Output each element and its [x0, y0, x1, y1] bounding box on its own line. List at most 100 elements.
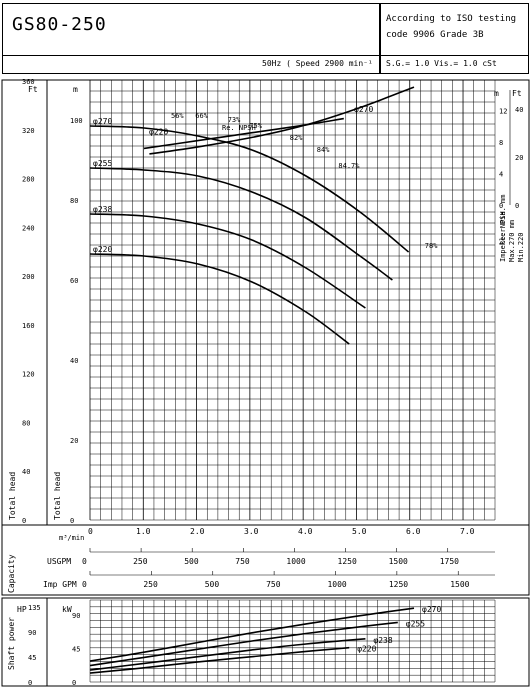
m3-min-label: m³/min [59, 534, 84, 542]
efficiency-label: 78% [425, 242, 438, 250]
efficiency-label: 84.7% [338, 162, 360, 170]
m-tick-label: 40 [70, 357, 78, 365]
hp-tick-label: 0 [28, 679, 32, 687]
power-curve-φ270 [89, 607, 415, 662]
power-curve-φ255 [89, 621, 398, 667]
speed-line: 50Hz ( Speed 2900 min⁻¹ ) [262, 59, 383, 68]
usgpm-tick-label: 500 [184, 557, 199, 566]
efficiency-label: 66% [195, 112, 208, 120]
capacity-label: Capacity [7, 554, 16, 593]
head-curve-φ220 [89, 253, 350, 345]
ft-tick-label: 280 [22, 176, 35, 184]
conditions-box [2, 55, 380, 74]
npsh-ft-tick-label: 40 [515, 106, 523, 114]
x-tick-label: 2.0 [190, 527, 205, 536]
fluid-box [380, 55, 529, 74]
usgpm-tick-label: 250 [133, 557, 148, 566]
impgpm-tick-label: 750 [266, 580, 281, 589]
npsh-m-tick-label: 4 [499, 171, 503, 179]
impgpm-tick-label: 1250 [389, 580, 408, 589]
x-tick-label: 5.0 [352, 527, 367, 536]
m-axis-label: m [73, 85, 78, 94]
usgpm-label: USGPM [47, 557, 71, 566]
impeller-note-1: Impeller Dia. mm [499, 195, 507, 262]
ft-tick-label: 240 [22, 224, 35, 232]
npsh-m-tick-label: 8 [499, 139, 503, 147]
impeller-note-2: Max.270 mm [508, 220, 516, 262]
usgpm-tick-label: 0 [82, 557, 87, 566]
power-curve-φ238 [89, 638, 366, 671]
model-title: GS80-250 [12, 14, 107, 35]
npsh-curve-φ220 [143, 117, 344, 150]
head-curve-φ238 [89, 213, 366, 309]
hp-label: HP [17, 605, 27, 614]
ft-axis-label: Ft [28, 85, 38, 94]
power-curve-φ220 [89, 646, 350, 674]
impgpm-label: Imp GPM [43, 580, 77, 589]
m-tick-label: 0 [70, 517, 74, 525]
usgpm-tick-label: 1000 [286, 557, 305, 566]
impeller-note-3: Min.220 [517, 232, 525, 262]
usgpm-tick-label: 1500 [389, 557, 408, 566]
ft-tick-label: 80 [22, 419, 30, 427]
hp-tick-label: 45 [28, 654, 36, 662]
npsh-right-axis-title: Re. NPSH [499, 211, 507, 245]
ft-tick-label: 40 [22, 468, 30, 476]
power-grid [89, 599, 496, 683]
ft-tick-label: 120 [22, 371, 35, 379]
kw-tick-label: 90 [72, 612, 80, 620]
capacity-panel-frame [1, 524, 530, 596]
impgpm-tick-label: 1500 [450, 580, 469, 589]
m-tick-label: 100 [70, 117, 83, 125]
kw-label: kW [62, 605, 72, 614]
ft-tick-label: 360 [22, 78, 35, 86]
ft-tick-label: 320 [22, 127, 35, 135]
m-tick-label: 60 [70, 277, 78, 285]
ft-tick-label: 200 [22, 273, 35, 281]
head-curve-label: φ238 [93, 205, 112, 214]
npsh-m-tick-label: 0 [499, 202, 503, 210]
usgpm-tick-label: 750 [235, 557, 250, 566]
head-panel-frame [1, 79, 530, 526]
standard-line-2: code 9906 Grade 3B [386, 30, 484, 40]
ft-tick-label: 0 [22, 517, 26, 525]
total-head-ft-label: Total head [8, 472, 17, 520]
usgpm-tick-label: 1750 [440, 557, 459, 566]
efficiency-label: 73% [228, 116, 241, 124]
head-grid [89, 79, 496, 521]
hp-tick-label: 90 [28, 629, 36, 637]
power-curve-label: φ220 [357, 645, 376, 654]
hp-tick-label: 135 [28, 604, 41, 612]
x-tick-label: 0 [88, 527, 93, 536]
x-tick-label: 7.0 [460, 527, 475, 536]
power-curve-label: φ270 [422, 605, 441, 614]
head-curve-φ255 [89, 167, 393, 281]
npsh-label: Re. NPSH [222, 124, 256, 132]
ft-tick-label: 160 [22, 322, 35, 330]
npsh-curve-label: φ270 [354, 105, 373, 114]
npsh-ft-axis-label: Ft [512, 89, 522, 98]
total-head-m-label: Total head [53, 472, 62, 520]
npsh-curve-φ270 [149, 86, 415, 155]
x-tick-label: 4.0 [298, 527, 313, 536]
m-tick-label: 80 [70, 197, 78, 205]
npsh-curve-label: φ220 [149, 127, 168, 136]
npsh-m-tick-label: 12 [499, 108, 507, 116]
head-curve-label: φ220 [93, 245, 112, 254]
x-tick-label: 6.0 [406, 527, 421, 536]
impgpm-tick-label: 1000 [327, 580, 346, 589]
impgpm-tick-label: 500 [205, 580, 220, 589]
axes-labels: 0 1.0 2.0 3.0 4.0 5.0 6.0 7.0040801201602002402… [22, 78, 523, 687]
npsh-ft-tick-label: 0 [515, 202, 519, 210]
power-curve-label: φ238 [373, 636, 392, 645]
x-tick-label: 1.0 [136, 527, 151, 536]
efficiency-label: 82% [290, 134, 303, 142]
efficiency-label: 75% [249, 122, 262, 130]
m-tick-label: 20 [70, 437, 78, 445]
kw-tick-label: 45 [72, 645, 80, 653]
head-curve-label: φ255 [93, 159, 112, 168]
power-panel-frame [1, 597, 530, 687]
standard-line-1: According to ISO testing [386, 14, 517, 24]
